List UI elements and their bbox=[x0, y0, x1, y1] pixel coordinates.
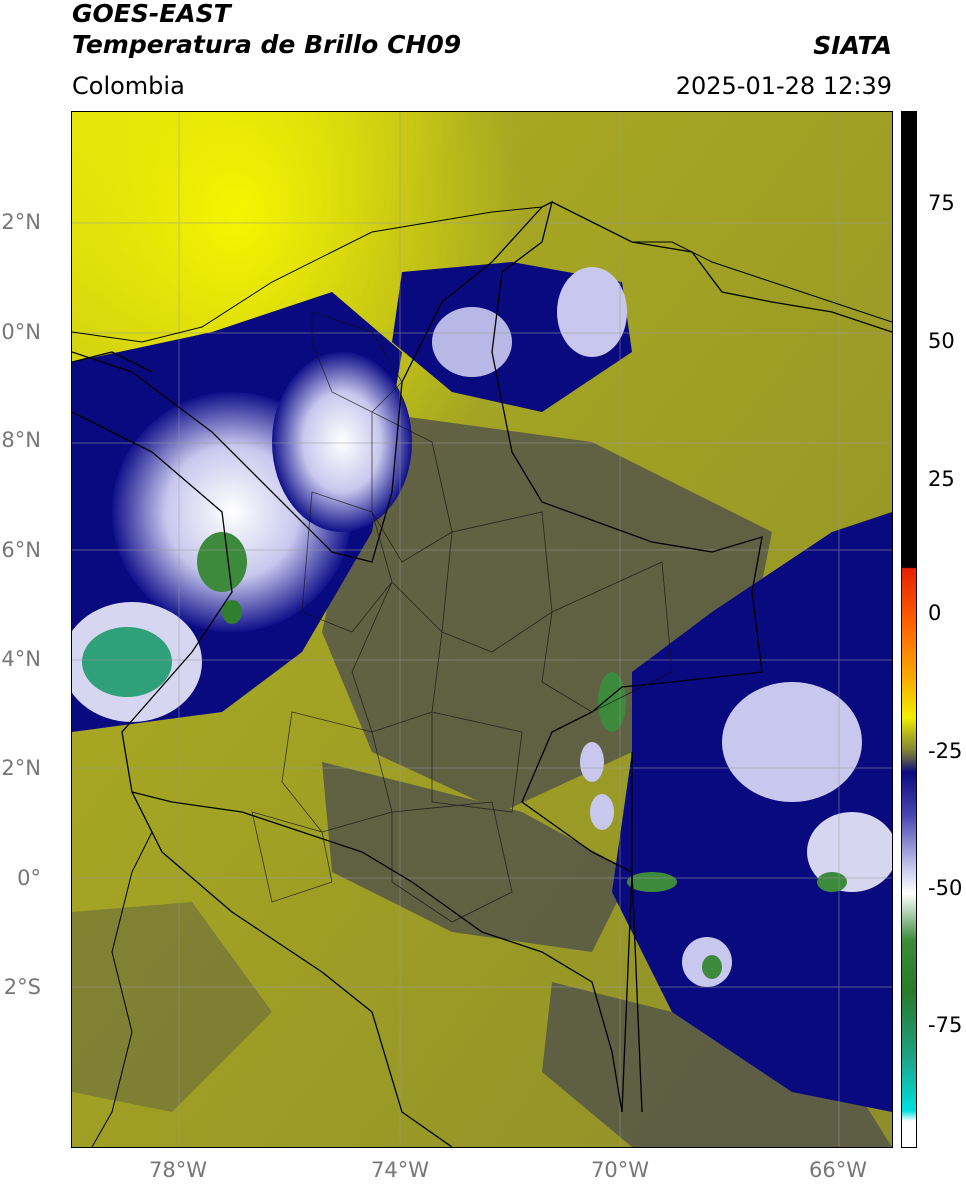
colorbar-tick-75: 75 bbox=[928, 191, 955, 215]
cloud-east-cluster bbox=[580, 512, 897, 1112]
venezuela-border bbox=[551, 201, 893, 333]
colorbar-tick-25: 25 bbox=[928, 467, 955, 491]
department-borders bbox=[251, 311, 673, 923]
coastline bbox=[71, 206, 893, 1148]
lat-tick-8n: 8°N bbox=[1, 428, 41, 452]
product-title: Temperatura de Brillo CH09 bbox=[72, 30, 462, 59]
colorbar-tick-0: 0 bbox=[928, 601, 942, 625]
colorbar-tick-50: 50 bbox=[928, 329, 955, 353]
lat-tick-4n: 4°N bbox=[1, 647, 41, 671]
gray-cloud-areas bbox=[72, 412, 892, 1147]
ecuador-peru-border bbox=[131, 791, 453, 1148]
brazil-border bbox=[631, 752, 643, 1113]
lon-tick-70w: 70°W bbox=[591, 1158, 649, 1182]
satellite-map[interactable] bbox=[62, 111, 897, 1148]
datetime-label: 2025-01-28 12:39 bbox=[675, 72, 892, 100]
colorbar-tick-minus25: -25 bbox=[928, 739, 963, 763]
cloud-north-cluster bbox=[392, 262, 632, 412]
organization-label: SIATA bbox=[813, 31, 892, 60]
region-label: Colombia bbox=[72, 72, 185, 100]
colorbar-tick-minus75: -75 bbox=[928, 1013, 963, 1037]
lon-tick-66w: 66°W bbox=[809, 1158, 867, 1182]
gridlines bbox=[72, 112, 892, 1147]
colorbar-tick-minus50: -50 bbox=[928, 876, 963, 900]
cloud-west-cluster bbox=[62, 292, 412, 732]
lat-tick-0: 0° bbox=[17, 866, 41, 890]
map-canvas bbox=[62, 112, 897, 1148]
lat-tick-2s: 2°S bbox=[3, 975, 41, 999]
panama-border bbox=[71, 351, 153, 373]
lon-tick-78w: 78°W bbox=[149, 1158, 207, 1182]
lat-tick-2n: 2°N bbox=[1, 756, 41, 780]
lat-tick-12n: 12°N bbox=[0, 210, 41, 234]
colorbar bbox=[901, 111, 917, 1148]
lat-tick-10n: 10°N bbox=[0, 320, 41, 344]
lon-tick-74w: 74°W bbox=[371, 1158, 429, 1182]
lat-tick-6n: 6°N bbox=[1, 538, 41, 562]
colorbar-scale bbox=[902, 112, 916, 1147]
satellite-title: GOES-EAST bbox=[72, 0, 231, 28]
